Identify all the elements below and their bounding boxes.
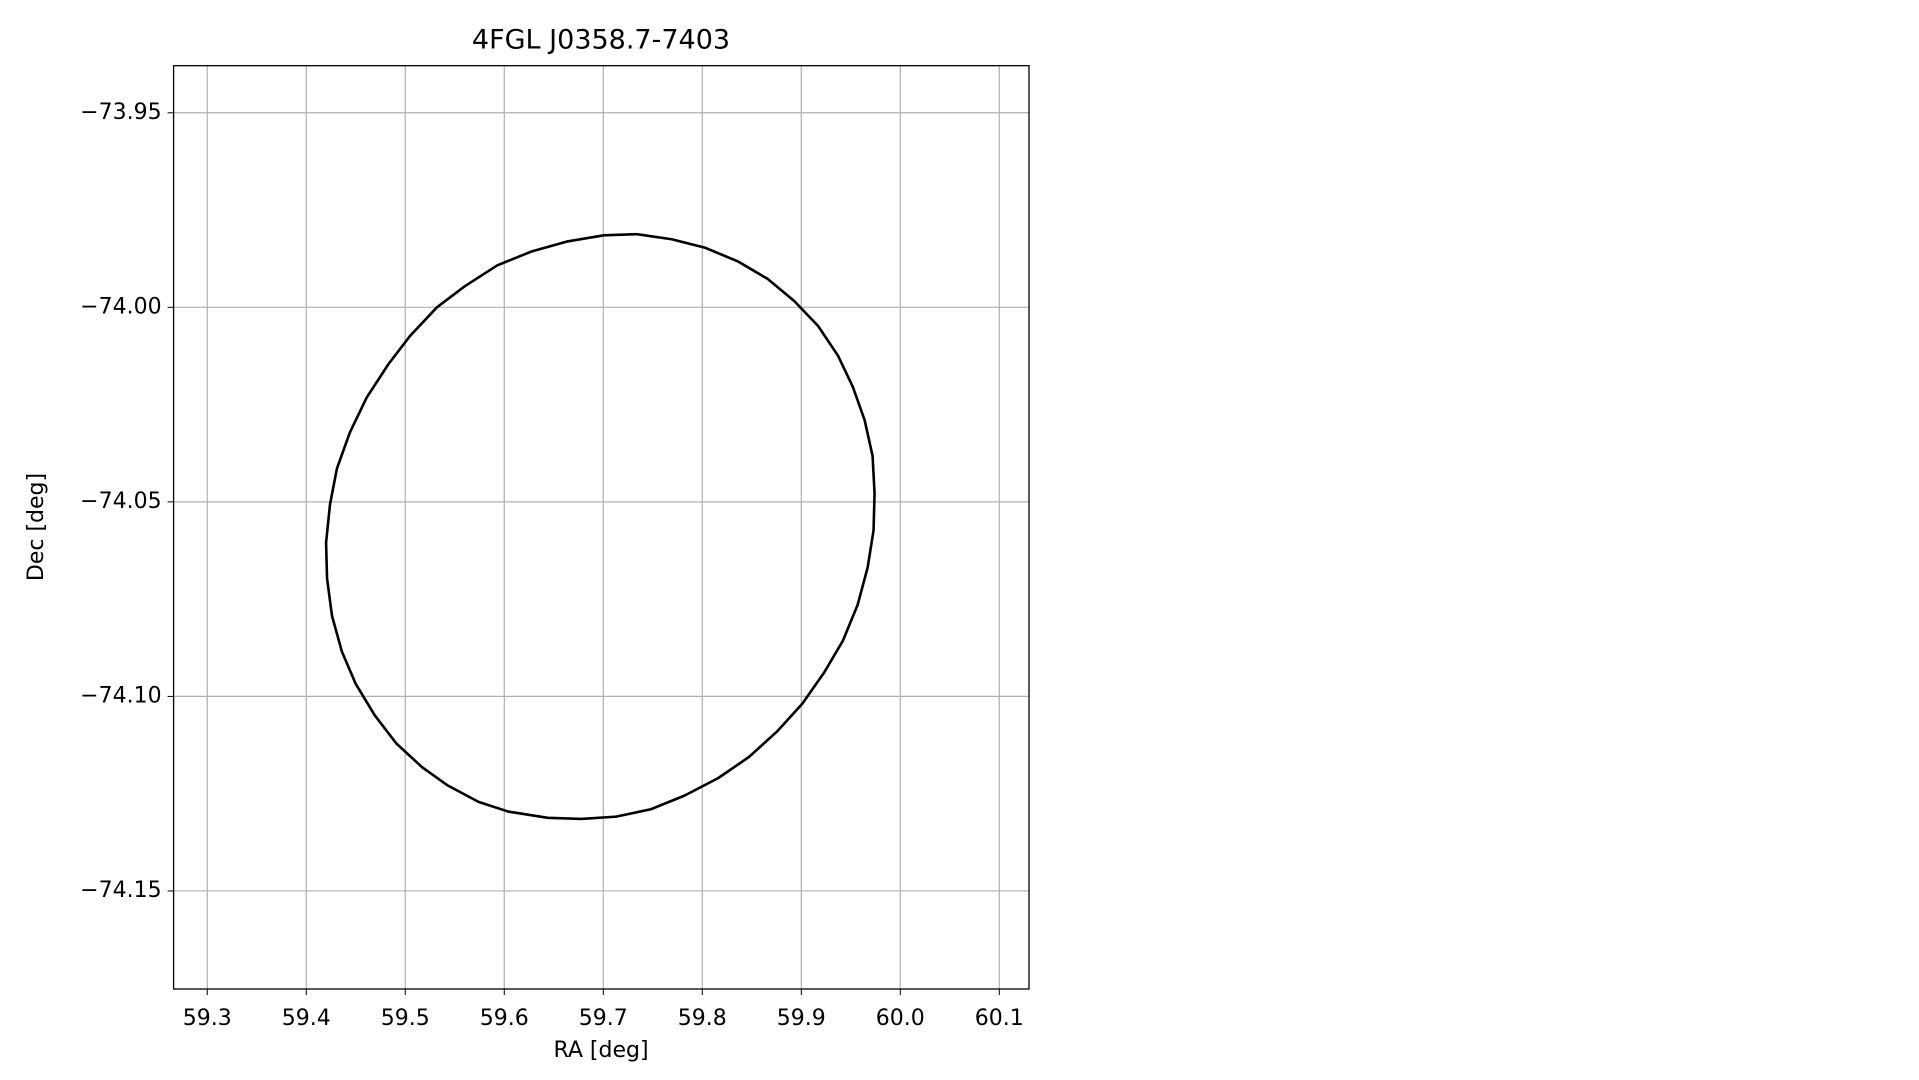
x-tick-label: 59.3 bbox=[183, 1006, 232, 1031]
y-tick-label: −74.05 bbox=[80, 489, 161, 514]
x-tick-label: 59.5 bbox=[381, 1006, 430, 1031]
x-tick-label: 59.8 bbox=[678, 1006, 727, 1031]
x-tick-label: 60.1 bbox=[975, 1006, 1024, 1031]
x-tick-label: 60.0 bbox=[876, 1006, 925, 1031]
plot-frame bbox=[172, 65, 1030, 990]
y-tick-label: −73.95 bbox=[80, 100, 161, 125]
y-tick-label: −74.10 bbox=[80, 683, 161, 708]
x-axis-label: RA [deg] bbox=[553, 1038, 648, 1063]
x-tick-label: 59.4 bbox=[282, 1006, 331, 1031]
x-tick-label: 59.9 bbox=[777, 1006, 826, 1031]
data-line bbox=[324, 232, 876, 821]
y-tick-label: −74.15 bbox=[80, 878, 161, 903]
y-tick-label: −74.00 bbox=[80, 294, 161, 319]
x-tick-label: 59.6 bbox=[480, 1006, 529, 1031]
chart-title: 4FGL J0358.7-7403 bbox=[472, 25, 730, 56]
y-axis-label: Dec [deg] bbox=[24, 473, 49, 581]
x-tick-label: 59.7 bbox=[579, 1006, 628, 1031]
